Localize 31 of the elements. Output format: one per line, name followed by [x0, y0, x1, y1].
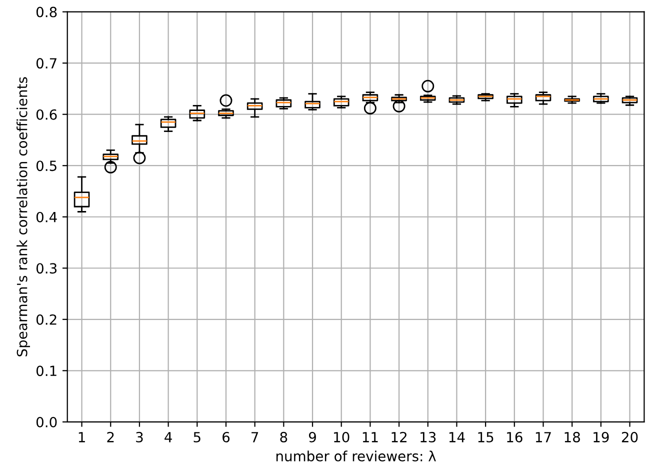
x-tick-label: 8	[280, 432, 288, 442]
x-tick-label: 6	[222, 432, 230, 442]
y-tick-label: 0.6	[36, 109, 57, 120]
x-tick-label: 5	[194, 432, 200, 442]
x-tick-label: 9	[308, 432, 316, 442]
x-tick-label: 16	[507, 432, 522, 442]
x-tick-label: 19	[594, 432, 609, 442]
y-tick-label: 0.1	[36, 366, 56, 376]
x-tick-label: 14	[449, 432, 465, 442]
x-tick-label: 18	[564, 432, 580, 442]
y-tick-label: 0.2	[36, 314, 56, 325]
x-tick-label: 17	[536, 432, 551, 442]
x-tick-label: 11	[362, 432, 378, 442]
x-tick-label: 15	[478, 432, 494, 442]
y-axis-title: Spearman's rank correlation coefficients	[16, 77, 30, 356]
x-tick-label: 1	[78, 432, 85, 442]
x-tick-label: 3	[136, 432, 143, 442]
y-tick-label: 0.5	[36, 160, 56, 172]
x-tick-label: 4	[164, 432, 172, 442]
x-tick-label: 13	[420, 432, 436, 442]
x-axis-title: number of reviewers: λ	[276, 450, 436, 462]
x-tick-label: 12	[392, 432, 406, 442]
y-tick-label: 0.7	[36, 58, 56, 69]
x-tick-label: 7	[252, 432, 258, 442]
y-tick-label: 0.3	[36, 263, 57, 274]
y-tick-label: 0.4	[36, 212, 57, 222]
x-tick-label: 20	[622, 432, 638, 442]
x-tick-label: 10	[334, 432, 350, 442]
y-tick-label: 0.8	[36, 6, 57, 18]
x-tick-label: 2	[107, 432, 114, 442]
y-tick-label: 0.0	[36, 416, 57, 428]
